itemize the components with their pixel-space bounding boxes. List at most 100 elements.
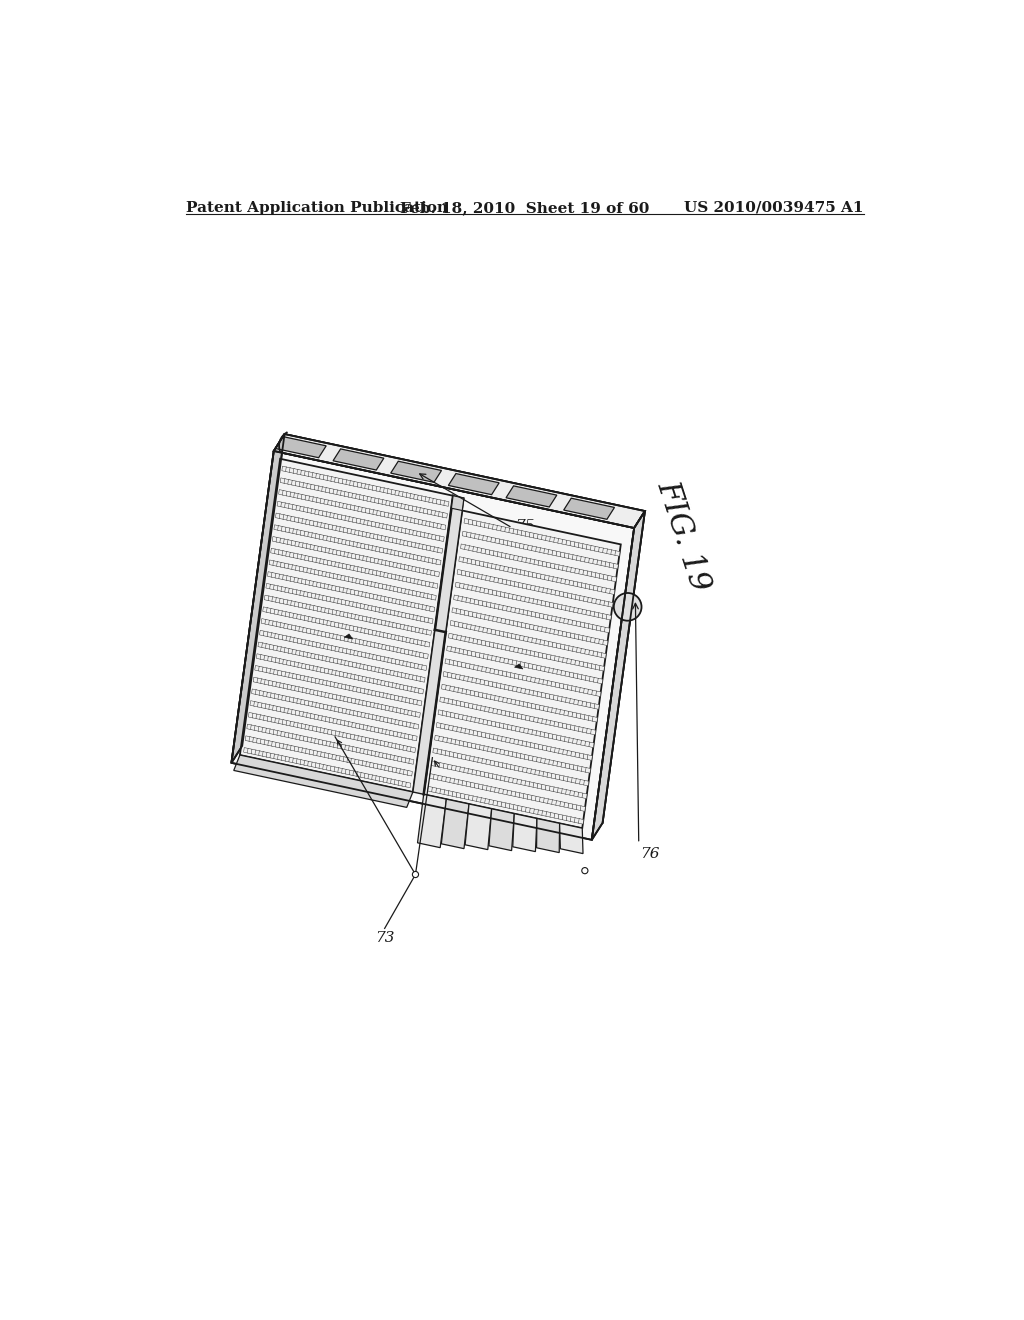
Polygon shape [382, 729, 387, 734]
Polygon shape [449, 634, 454, 639]
Polygon shape [469, 572, 474, 578]
Polygon shape [423, 653, 428, 659]
Polygon shape [414, 639, 419, 644]
Polygon shape [439, 763, 444, 768]
Polygon shape [486, 628, 492, 634]
Polygon shape [530, 743, 536, 748]
Polygon shape [500, 750, 505, 755]
Polygon shape [287, 516, 292, 521]
Polygon shape [291, 626, 296, 631]
Polygon shape [415, 603, 420, 609]
Polygon shape [528, 664, 534, 669]
Polygon shape [312, 496, 317, 503]
Polygon shape [264, 655, 269, 661]
Polygon shape [297, 698, 302, 704]
Polygon shape [479, 718, 484, 725]
Polygon shape [505, 685, 510, 690]
Polygon shape [601, 653, 606, 659]
Polygon shape [388, 598, 393, 603]
Polygon shape [253, 738, 258, 743]
Polygon shape [364, 605, 369, 610]
Polygon shape [571, 594, 577, 599]
Polygon shape [466, 598, 471, 603]
Polygon shape [407, 602, 412, 607]
Polygon shape [592, 690, 597, 696]
Polygon shape [544, 640, 549, 645]
Polygon shape [359, 723, 365, 730]
Polygon shape [297, 723, 302, 729]
Polygon shape [367, 642, 372, 647]
Polygon shape [394, 719, 400, 725]
Polygon shape [422, 665, 427, 671]
Polygon shape [594, 612, 599, 618]
Polygon shape [256, 653, 261, 659]
Polygon shape [561, 605, 566, 610]
Polygon shape [345, 601, 350, 606]
Polygon shape [283, 576, 288, 581]
Polygon shape [543, 587, 548, 593]
Polygon shape [255, 665, 260, 671]
Polygon shape [557, 788, 562, 793]
Polygon shape [441, 684, 446, 690]
Polygon shape [285, 587, 290, 593]
Polygon shape [515, 543, 520, 548]
Polygon shape [309, 496, 314, 502]
Polygon shape [425, 496, 430, 503]
Polygon shape [338, 623, 343, 628]
Polygon shape [286, 721, 291, 726]
Polygon shape [402, 552, 408, 558]
Polygon shape [486, 694, 492, 700]
Polygon shape [479, 744, 484, 751]
Polygon shape [524, 689, 529, 694]
Polygon shape [522, 741, 527, 746]
Polygon shape [600, 601, 605, 606]
Polygon shape [288, 733, 294, 738]
Polygon shape [560, 801, 565, 807]
Polygon shape [380, 632, 385, 638]
Polygon shape [492, 564, 497, 569]
Polygon shape [468, 704, 473, 709]
Polygon shape [534, 626, 539, 631]
Polygon shape [520, 570, 525, 576]
Polygon shape [332, 525, 337, 531]
Polygon shape [575, 686, 581, 692]
Polygon shape [289, 589, 294, 594]
Polygon shape [550, 813, 555, 818]
Polygon shape [516, 569, 521, 574]
Polygon shape [343, 756, 348, 763]
Polygon shape [516, 595, 521, 601]
Polygon shape [379, 607, 384, 612]
Polygon shape [436, 560, 441, 565]
Polygon shape [514, 647, 519, 653]
Polygon shape [308, 616, 313, 622]
Polygon shape [322, 656, 327, 661]
Polygon shape [394, 755, 399, 762]
Polygon shape [485, 668, 490, 673]
Polygon shape [314, 655, 319, 660]
Polygon shape [385, 705, 390, 711]
Polygon shape [459, 741, 464, 746]
Polygon shape [412, 711, 417, 717]
Polygon shape [583, 754, 588, 759]
Polygon shape [268, 595, 273, 602]
Polygon shape [538, 626, 543, 631]
Polygon shape [373, 739, 378, 744]
Polygon shape [529, 808, 535, 813]
Polygon shape [368, 520, 373, 527]
Polygon shape [380, 717, 385, 722]
Polygon shape [462, 689, 467, 694]
Polygon shape [400, 564, 406, 569]
Polygon shape [415, 711, 420, 717]
Polygon shape [504, 566, 509, 572]
Polygon shape [377, 595, 382, 601]
Polygon shape [406, 529, 411, 535]
Polygon shape [439, 697, 444, 702]
Polygon shape [499, 723, 505, 729]
Polygon shape [323, 680, 328, 685]
Polygon shape [280, 539, 285, 544]
Polygon shape [316, 521, 323, 528]
Polygon shape [417, 640, 422, 645]
Polygon shape [474, 599, 479, 605]
Polygon shape [591, 664, 596, 669]
Polygon shape [507, 632, 512, 639]
